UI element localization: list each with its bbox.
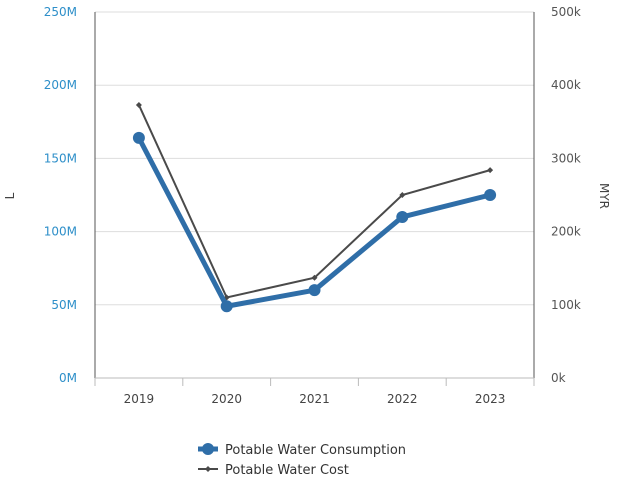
left-tick-label: 100M bbox=[44, 225, 77, 239]
cost-point bbox=[311, 274, 318, 281]
right-tick-label: 500k bbox=[551, 5, 581, 19]
x-tick-label: 2022 bbox=[387, 392, 418, 406]
consumption-point bbox=[484, 189, 497, 201]
consumption-point bbox=[220, 300, 233, 313]
series-layer bbox=[132, 101, 497, 313]
cost-point bbox=[399, 192, 406, 198]
left-axis-ticks: 0M 50M 100M 150M 200M 250M bbox=[44, 5, 77, 385]
right-axis-title: MYR bbox=[597, 183, 611, 209]
consumption-point bbox=[132, 131, 145, 144]
right-tick-label: 300k bbox=[551, 151, 581, 165]
right-tick-label: 100k bbox=[551, 298, 581, 312]
legend: Potable Water Consumption Potable Water C… bbox=[198, 443, 406, 478]
legend-label-cost: Potable Water Cost bbox=[225, 463, 349, 478]
x-tick-label: 2021 bbox=[299, 392, 330, 406]
x-axis-ticks: 2019 2020 2021 2022 2023 bbox=[94, 378, 535, 406]
legend-marker-consumption bbox=[202, 443, 214, 455]
axes bbox=[94, 12, 535, 379]
right-axis-ticks: 0k 100k 200k 300k 400k 500k bbox=[551, 5, 581, 385]
right-tick-label: 400k bbox=[551, 78, 581, 92]
legend-label-consumption: Potable Water Consumption bbox=[225, 443, 406, 458]
legend-marker-cost bbox=[205, 466, 211, 472]
grid-lines bbox=[95, 11, 534, 306]
left-tick-label: 150M bbox=[44, 151, 77, 165]
left-axis-title: L bbox=[3, 192, 17, 199]
consumption-point bbox=[308, 284, 321, 297]
x-tick-label: 2023 bbox=[475, 392, 506, 406]
left-tick-label: 0M bbox=[59, 371, 77, 385]
left-tick-label: 200M bbox=[44, 78, 77, 92]
left-tick-label: 50M bbox=[51, 298, 77, 312]
series-line-potable-water-cost bbox=[137, 104, 491, 299]
right-tick-label: 200k bbox=[551, 225, 581, 239]
right-tick-label: 0k bbox=[551, 371, 566, 385]
x-tick-label: 2019 bbox=[124, 392, 155, 406]
left-tick-label: 250M bbox=[44, 5, 77, 19]
cost-point bbox=[135, 101, 142, 108]
consumption-point bbox=[396, 210, 409, 223]
x-tick-label: 2020 bbox=[211, 392, 242, 406]
cost-point bbox=[487, 167, 494, 174]
